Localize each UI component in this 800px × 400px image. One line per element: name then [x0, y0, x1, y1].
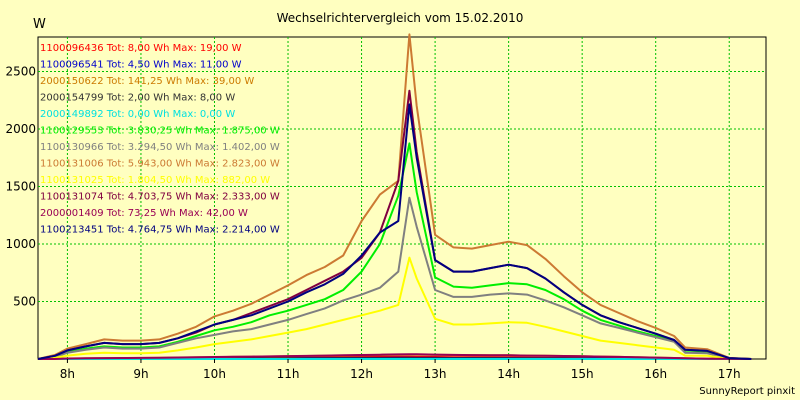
legend-entry-4: 2000154799 Tot: 2,00 Wh Max: 8,00 W — [40, 93, 235, 104]
legend: 1100096436 Tot: 8,00 Wh Max: 19,00 W 1100… — [40, 43, 280, 236]
legend-entry-7: 1100130966 Tot: 3.294,50 Wh Max: 1.402,0… — [40, 142, 280, 153]
series-line-9 — [37, 256, 752, 360]
x-tick-label: 14h — [497, 367, 520, 381]
series-line-7 — [37, 196, 752, 360]
legend-entry-12: 1100213451 Tot: 4.764,75 Wh Max: 2.214,0… — [40, 225, 280, 236]
x-tick-label: 8h — [60, 367, 75, 381]
chart-title: Wechselrichtervergleich vom 15.02.2010 — [277, 11, 524, 25]
y-axis-unit-label: W — [33, 17, 46, 32]
x-tick-label: 13h — [424, 367, 447, 381]
plot-frame — [37, 36, 767, 360]
legend-entry-2: 1100096541 Tot: 4,50 Wh Max: 11,00 W — [40, 60, 242, 71]
legend-entry-11: 2000001409 Tot: 73,25 Wh Max: 42,00 W — [40, 208, 248, 219]
y-tick-label: 500 — [13, 295, 36, 309]
legend-entry-9: 1100131025 Tot: 1.804,50 Wh Max: 882,00 … — [40, 175, 270, 186]
legend-entry-10: 1100131074 Tot: 4.703,75 Wh Max: 2.333,0… — [40, 192, 280, 203]
legend-entry-1: 1100096436 Tot: 8,00 Wh Max: 19,00 W — [40, 43, 242, 54]
legend-entry-3: 2000150622 Tot: 141,25 Wh Max: 39,00 W — [40, 76, 254, 87]
legend-entry-6: 1100129553 Tot: 3.830,25 Wh Max: 1.875,0… — [40, 126, 280, 137]
series-line-11 — [38, 353, 752, 360]
x-tick-label: 12h — [350, 367, 373, 381]
x-tick-label: 17h — [718, 367, 741, 381]
series-line-6 — [37, 142, 752, 360]
x-tick-label: 10h — [203, 367, 226, 381]
y-tick-label: 1000 — [5, 237, 36, 251]
x-tick-label: 11h — [277, 367, 300, 381]
x-tick-label: 9h — [133, 367, 148, 381]
legend-entry-8: 1100131006 Tot: 5.943,00 Wh Max: 2.823,0… — [40, 159, 280, 170]
credit-label: SunnyReport pinxit — [699, 386, 795, 397]
y-tick-label: 2000 — [5, 122, 36, 136]
x-tick-label: 15h — [571, 367, 594, 381]
series-line-12 — [37, 103, 752, 360]
y-tick-label: 2500 — [5, 65, 36, 79]
y-tick-label: 1500 — [5, 180, 36, 194]
x-tick-label: 16h — [644, 367, 667, 381]
axis-layer: 500 1000 1500 2000 2500 8h 9h 10h 11h 12h 13h 14h 15… — [5, 65, 740, 382]
legend-entry-5: 2000149892 Tot: 0,00 Wh Max: 0,00 W — [40, 109, 235, 120]
series-layer — [37, 33, 752, 360]
